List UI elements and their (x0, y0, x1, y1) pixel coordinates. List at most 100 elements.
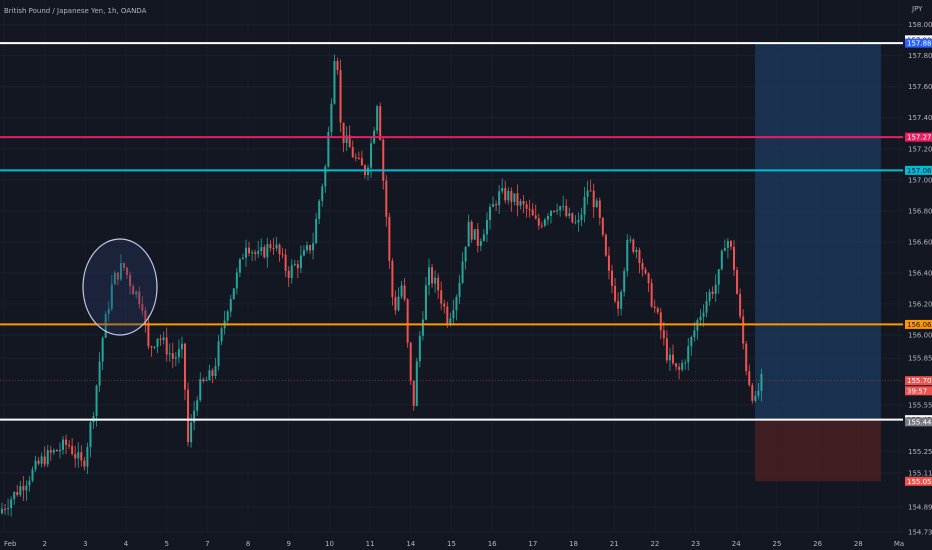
candle-body-159 (485, 219, 488, 235)
time-tick-8: 10 (325, 540, 334, 548)
price-tick-5: 157.000 (908, 176, 932, 184)
candle-body-160 (489, 206, 491, 220)
candle-body-10 (31, 469, 34, 481)
candle-body-97 (296, 264, 299, 269)
candle-body-94 (287, 270, 290, 278)
candle-body-179 (546, 215, 549, 220)
candle-body-208 (635, 250, 638, 252)
candle-body-77 (235, 272, 238, 289)
candle-body-149 (455, 296, 458, 311)
price-tick-11: 155.850 (908, 355, 932, 363)
candle-body-221 (675, 363, 678, 367)
candle-body-153 (467, 221, 470, 247)
time-tick-5: 7 (205, 540, 209, 548)
candle-body-72 (220, 328, 223, 342)
candle-body-87 (266, 244, 269, 258)
candle-body-223 (681, 362, 684, 370)
badge-label-1: 157.881 (907, 40, 932, 48)
candle-body-171 (522, 201, 525, 205)
candle-body-162 (495, 204, 498, 206)
candle-body-132 (403, 285, 406, 300)
time-tick-6: 8 (246, 540, 250, 548)
candle-body-238 (726, 241, 729, 249)
candle-body-83 (254, 252, 257, 254)
currency-label: JPY (911, 5, 923, 13)
candle-body-20 (62, 439, 64, 450)
candle-body-115 (351, 147, 354, 158)
candle-body-136 (415, 361, 418, 406)
price-tick-9: 156.200 (908, 300, 932, 308)
candle-body-57 (174, 357, 177, 359)
position-zones (755, 43, 881, 482)
candle-body-201 (614, 285, 617, 302)
candle-body-37 (113, 272, 116, 285)
candle-body-74 (226, 311, 229, 321)
candle-body-239 (729, 241, 732, 247)
candle-body-92 (281, 254, 284, 256)
candle-body-236 (720, 250, 723, 270)
candle-body-235 (717, 269, 720, 285)
stop-zone (755, 419, 881, 482)
price-tick-16: 154.730 (908, 529, 932, 537)
candle-body-118 (360, 158, 363, 166)
candle-body-23 (71, 446, 74, 455)
candle-body-126 (385, 180, 388, 217)
candle-body-105 (321, 186, 324, 201)
price-tick-3: 157.400 (908, 114, 932, 122)
time-axis[interactable]: Feb 2 3 4 5 7 8 9 10 11 14 15 16 17 18 21 22 23 24 25 26 28 Ma (4, 540, 904, 548)
candle-body-100 (306, 245, 308, 251)
price-tick-10: 156.000 (908, 331, 932, 339)
candle-body-133 (406, 299, 409, 343)
candle-body-234 (714, 284, 717, 294)
candle-body-91 (278, 244, 281, 255)
candle-body-161 (492, 204, 495, 207)
candle-body-128 (391, 260, 394, 298)
candle-body-101 (309, 245, 312, 251)
candle-body-155 (473, 229, 476, 240)
candle-body-110 (336, 61, 339, 71)
candle-body-182 (556, 210, 559, 212)
candle-body-243 (742, 316, 745, 344)
time-tick-12: 16 (488, 540, 497, 548)
candle-body-109 (333, 61, 336, 104)
badge-label-9: 155.057 (907, 478, 932, 486)
candle-body-6 (19, 486, 22, 496)
time-tick-10: 14 (406, 540, 415, 548)
candle-body-70 (214, 366, 217, 376)
candle-body-130 (397, 296, 400, 311)
horizontal-levels[interactable] (0, 42, 903, 421)
candle-body-44 (135, 291, 138, 295)
candle-body-82 (251, 252, 254, 254)
candle-body-76 (232, 288, 235, 300)
candle-body-71 (217, 341, 220, 367)
candle-body-211 (644, 269, 647, 274)
candle-body-8 (25, 485, 28, 491)
candle-body-241 (736, 269, 739, 294)
badge-bg-3 (905, 165, 932, 175)
candle-body-172 (525, 204, 528, 209)
time-tick-21: 28 (854, 540, 863, 548)
candle-body-167 (510, 190, 513, 202)
candle-body-169 (516, 193, 519, 206)
candle-body-59 (180, 343, 183, 350)
candle-body-190 (580, 214, 583, 220)
candle-body-21 (65, 439, 68, 445)
candle-body-213 (650, 283, 653, 307)
candle-body-148 (452, 310, 455, 319)
time-tick-15: 21 (610, 540, 619, 548)
candle-body-34 (104, 313, 107, 338)
badge-bg-5 (905, 376, 932, 386)
candle-body-41 (126, 267, 129, 275)
candle-body-124 (379, 106, 382, 140)
candle-body-224 (684, 362, 687, 364)
price-tick-12: 155.550 (908, 401, 932, 409)
time-tick-20: 26 (813, 540, 822, 548)
candle-body-112 (342, 122, 345, 143)
candle-body-29 (89, 422, 92, 448)
price-axis[interactable]: 158.000 157.800 157.600 157.400 157.200 157.0… (908, 21, 932, 536)
candle-body-157 (479, 241, 482, 246)
candle-body-174 (531, 209, 534, 216)
candle-body-158 (482, 234, 485, 242)
candle-body-247 (754, 395, 757, 401)
